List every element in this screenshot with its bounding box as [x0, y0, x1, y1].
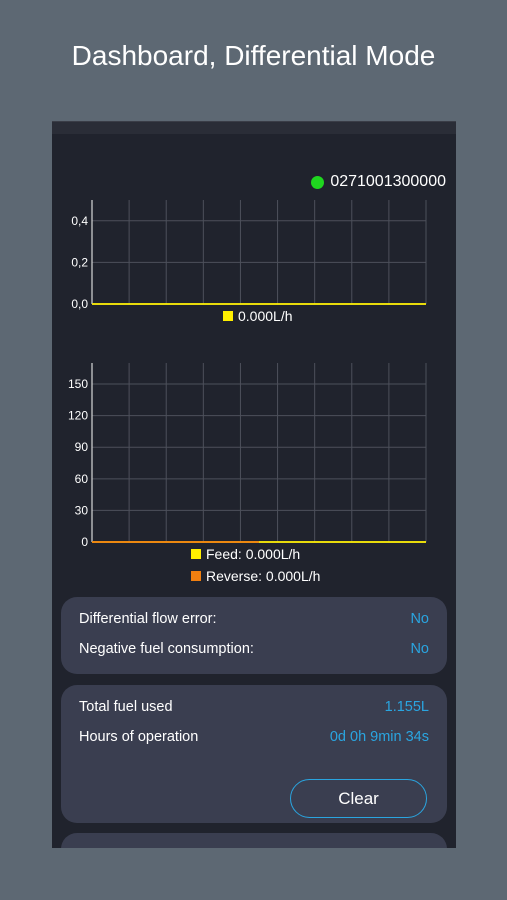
- feed-legend-swatch: [191, 549, 201, 559]
- device-id: 0271001300000: [330, 173, 446, 190]
- totals-card: Total fuel used 1.155L Hours of operatio…: [61, 685, 447, 823]
- negative-fuel-consumption-label: Negative fuel consumption:: [79, 641, 254, 657]
- differential-flow-error-value: No: [410, 611, 429, 627]
- flow-rate-chart: 0,0 0,2 0,4: [71, 200, 427, 311]
- phone-screen: 0271001300000 0,0 0,2 0,4 0.000L/h 0 30 60 90…: [52, 121, 456, 848]
- chart1-legend: 0.000L/h: [223, 308, 293, 324]
- connection-status-icon: [311, 175, 325, 189]
- feed-legend-swatch: [223, 311, 233, 321]
- y-tick-label: 0: [81, 535, 88, 549]
- device-status: 0271001300000: [311, 173, 446, 191]
- differential-flow-error-label: Differential flow error:: [79, 611, 217, 627]
- chart1-legend-label: 0.000L/h: [238, 308, 293, 324]
- reverse-legend-swatch: [191, 571, 201, 581]
- hours-of-operation-row: Hours of operation 0d 0h 9min 34s: [79, 729, 429, 745]
- feed-legend-label: Feed: 0.000L/h: [206, 546, 301, 562]
- differential-flow-error-row: Differential flow error: No: [79, 611, 429, 627]
- app-top-bar: [52, 122, 456, 134]
- y-tick-label: 150: [68, 377, 88, 391]
- feed-reverse-chart: 0 30 60 90 120 150: [68, 363, 427, 549]
- y-tick-label: 90: [75, 440, 89, 454]
- y-tick-label: 60: [75, 472, 89, 486]
- total-fuel-label: Total fuel used: [79, 699, 173, 715]
- chart2-legend-feed: Feed: 0.000L/h: [191, 546, 300, 562]
- chart2-legend-reverse: Reverse: 0.000L/h: [191, 568, 320, 584]
- y-tick-label: 0,2: [71, 255, 88, 269]
- status-card: Differential flow error: No Negative fue…: [61, 597, 447, 674]
- y-tick-label: 120: [68, 409, 88, 423]
- y-tick-label: 30: [75, 503, 89, 517]
- hours-of-operation-label: Hours of operation: [79, 729, 199, 745]
- total-fuel-value: 1.155L: [384, 699, 429, 715]
- negative-fuel-consumption-value: No: [410, 641, 429, 657]
- clear-button[interactable]: Clear: [290, 779, 427, 818]
- next-card: [61, 833, 447, 848]
- y-tick-label: 0,4: [71, 214, 88, 228]
- hours-of-operation-value: 0d 0h 9min 34s: [329, 729, 429, 745]
- total-fuel-row: Total fuel used 1.155L: [79, 699, 429, 715]
- y-tick-label: 0,0: [71, 297, 88, 311]
- negative-fuel-consumption-row: Negative fuel consumption: No: [79, 641, 429, 657]
- page-title: Dashboard, Differential Mode: [71, 40, 436, 71]
- reverse-legend-label: Reverse: 0.000L/h: [206, 568, 321, 584]
